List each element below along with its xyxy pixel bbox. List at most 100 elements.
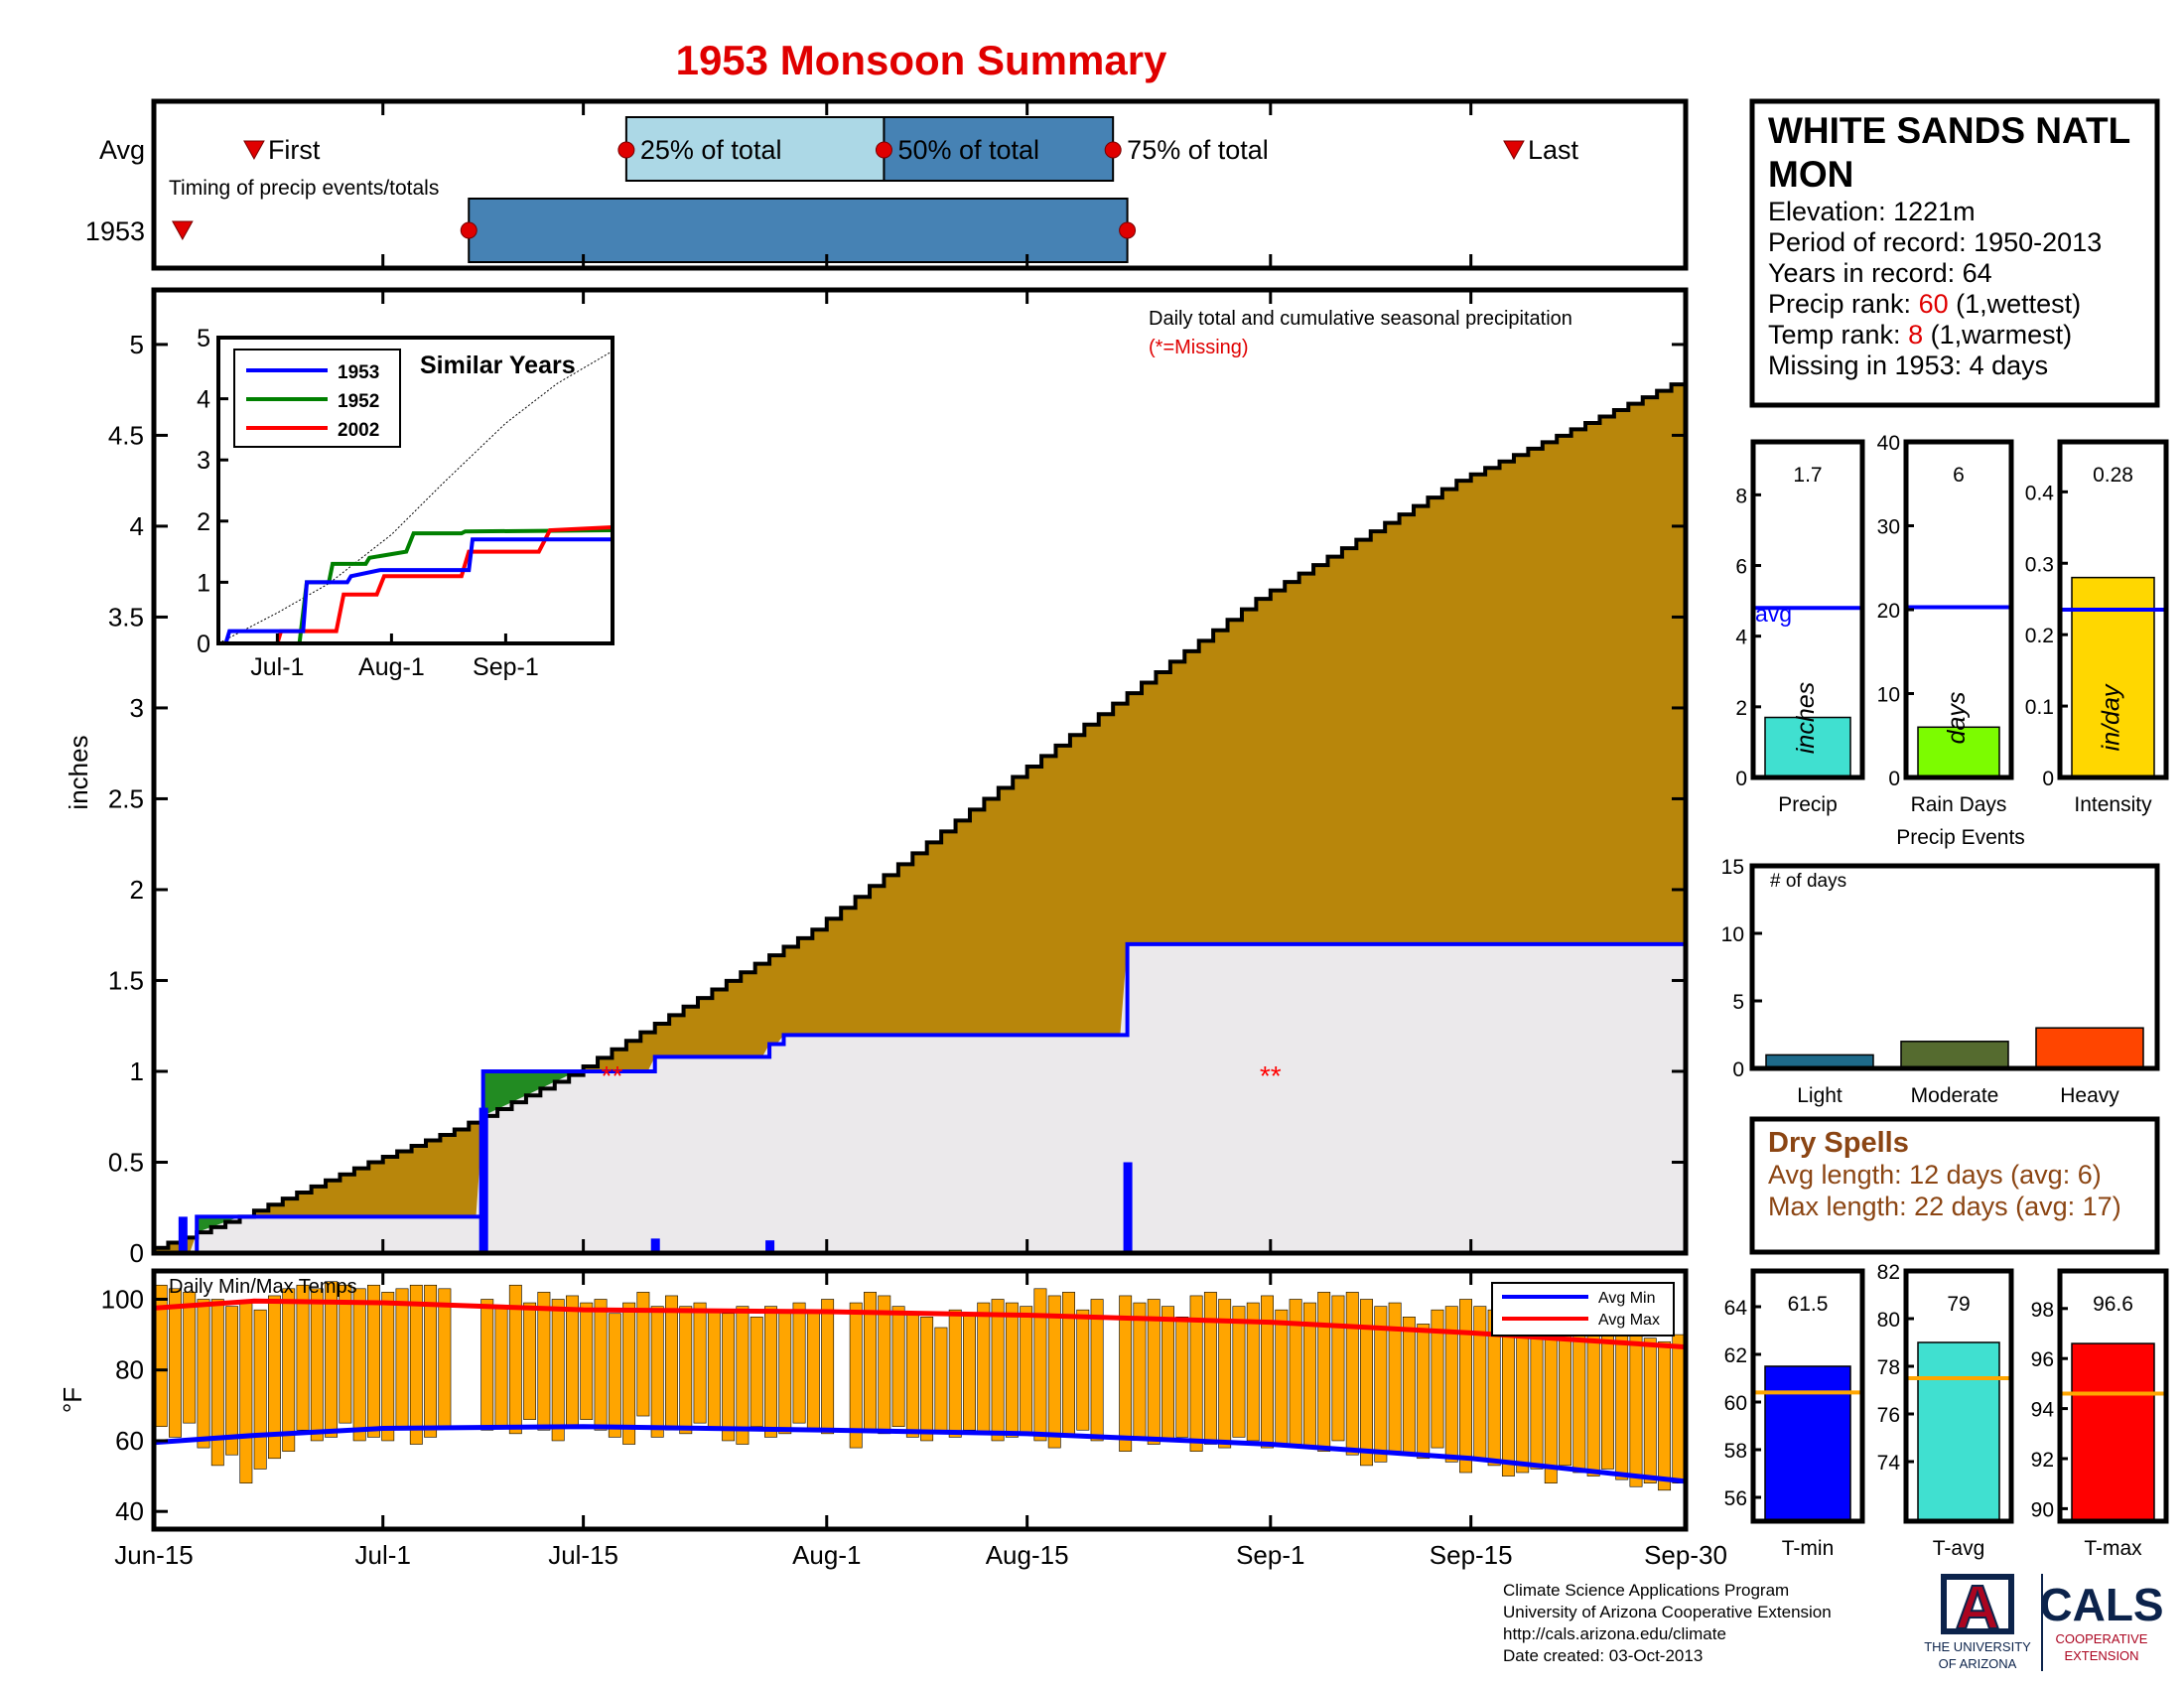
temp-line-avg-max <box>153 1298 1687 1350</box>
temp-daily-bar <box>480 1299 494 1431</box>
temp-daily-bar <box>1133 1302 1147 1438</box>
temp-daily-bar <box>934 1327 948 1435</box>
temp-daily-bar <box>622 1302 636 1445</box>
daily-precip-bar <box>1123 1162 1133 1253</box>
temp-daily-bar <box>707 1309 721 1431</box>
temp-daily-bar <box>636 1292 650 1417</box>
footer-line2: University of Arizona Cooperative Extens… <box>1503 1603 1832 1621</box>
inset-legend: 1953 1952 2002 <box>233 349 401 448</box>
stat-ytick-label: 0 <box>1888 768 1900 790</box>
ua-logo-line1: THE UNIVERSITY <box>1924 1639 2031 1654</box>
stat-ytick-label: 94 <box>2031 1399 2055 1422</box>
temp-daily-bar <box>1544 1317 1558 1483</box>
stat-ytick-label: 60 <box>1724 1392 1747 1415</box>
temp-daily-bar <box>339 1284 352 1424</box>
similar-years-inset: 0 1 2 3 4 5 Jul-1 Aug-1 Sep-1 Similar Years 1953… <box>197 325 614 681</box>
ua-logo-line2: OF ARIZONA <box>1939 1656 2017 1671</box>
first-marker-avg <box>243 140 265 161</box>
stat-value-label: 1.7 <box>1793 464 1822 487</box>
university-of-arizona-logo: A THE UNIVERSITY OF ARIZONA <box>1924 1573 2031 1671</box>
temp-daily-bar <box>650 1306 664 1438</box>
date-xtick-label: Sep-15 <box>1430 1540 1513 1570</box>
temp-daily-bar <box>183 1292 197 1424</box>
stat-unit-label: in/day <box>2098 683 2125 751</box>
temp-daily-bar <box>792 1302 806 1424</box>
date-xtick-label: Jun-15 <box>114 1540 194 1570</box>
precip-ylabel: inches <box>64 735 93 809</box>
inset-ytick-label: 1 <box>197 569 210 597</box>
stat-ytick-label: 0.2 <box>2025 625 2054 647</box>
temp-daily-bar <box>1672 1334 1686 1483</box>
missing-marker: ** <box>602 1060 623 1091</box>
inset-xtick-label: Aug-1 <box>358 653 425 681</box>
legend-label-1952: 1952 <box>338 391 379 412</box>
stat-ytick-label: 0 <box>2042 768 2054 790</box>
stat-value-label: 61.5 <box>1788 1293 1829 1316</box>
inset-ytick-label: 2 <box>197 508 210 536</box>
temp-daily-bar <box>1005 1302 1019 1438</box>
temp-daily-bar <box>310 1288 324 1442</box>
temp-daily-bar <box>352 1288 366 1442</box>
temp-daily-bar <box>282 1288 296 1452</box>
temp-daily-bar <box>1586 1334 1600 1477</box>
temp-daily-bar <box>920 1317 934 1442</box>
stat-ytick-label: 76 <box>1877 1404 1900 1427</box>
precip-ytick-label: 3 <box>130 693 144 723</box>
temp-daily-bar <box>778 1313 792 1435</box>
stat-value-label: 96.6 <box>2093 1293 2133 1316</box>
events-category-label: Light <box>1797 1084 1843 1107</box>
temp-ytick-label: 80 <box>115 1355 144 1385</box>
stat-unit-label: inches <box>1792 682 1820 754</box>
inset-ytick-label: 3 <box>197 447 210 475</box>
year-cumulative-line <box>154 941 1686 1255</box>
temp-daily-bar <box>679 1306 693 1435</box>
precip-ytick-label: 5 <box>130 330 144 359</box>
temp-daily-bar <box>750 1317 763 1428</box>
stat-value-label: 6 <box>1953 464 1965 487</box>
temp-daily-bar <box>1658 1340 1672 1491</box>
legend-label-2002: 2002 <box>338 420 379 441</box>
cals-logo-text: CALS <box>2039 1579 2163 1630</box>
temp-ytick-label: 40 <box>115 1496 144 1526</box>
temp-ytick-label: 60 <box>115 1426 144 1456</box>
q25-marker-avg <box>617 141 635 159</box>
precip-ytick-label: 4.5 <box>108 420 144 450</box>
temp-daily-bar <box>508 1284 522 1435</box>
temp-daily-bar <box>963 1313 976 1431</box>
events-ytick-label: 10 <box>1721 923 1744 946</box>
precip-ytick-label: 1 <box>130 1056 144 1086</box>
precip-ytick-label: 0.5 <box>108 1147 144 1177</box>
temp-daily-bar <box>239 1302 253 1483</box>
stat-ytick-label: 0.3 <box>2025 553 2054 576</box>
stat-ytick-label: 78 <box>1877 1356 1900 1379</box>
stat-ytick-label: 64 <box>1724 1297 1748 1320</box>
footer-line3: http://cals.arizona.edu/climate <box>1503 1624 1726 1643</box>
stat-ytick-label: 98 <box>2031 1299 2054 1322</box>
temp-daily-bar <box>523 1302 537 1420</box>
temp-line-avg-min <box>153 1424 1687 1484</box>
temp-daily-bar <box>1374 1306 1388 1463</box>
stat-ytick-label: 96 <box>2031 1348 2054 1371</box>
stat-ytick-label: 10 <box>1877 684 1900 707</box>
precip-chart: ** ** 0 0.5 1 1.5 2 2.5 3 3.5 4 4.5 5 inches Daily … <box>64 287 1689 1268</box>
temp-daily-bar <box>1062 1292 1075 1435</box>
temp-daily-bar <box>608 1313 621 1438</box>
q75-marker-year <box>1119 221 1137 239</box>
temp-daily-bar <box>764 1306 777 1438</box>
temp-daily-bar <box>991 1299 1005 1442</box>
station-years: Years in record: 64 <box>1768 258 1992 288</box>
temp-daily-bar <box>1218 1299 1232 1449</box>
stat-ytick-label: 6 <box>1735 556 1747 579</box>
temp-daily-bar <box>1331 1295 1345 1442</box>
daily-precip-bar <box>650 1238 660 1253</box>
temp-daily-bar <box>1530 1324 1544 1470</box>
event-bar-heavy <box>2035 1027 2144 1069</box>
temp-daily-bar <box>197 1299 210 1449</box>
temp-daily-bar <box>977 1302 991 1435</box>
temp-daily-bar <box>665 1295 678 1431</box>
temp-daily-bar <box>225 1306 239 1456</box>
average-cumulative-line <box>152 382 1686 1253</box>
temp-daily-bar <box>551 1299 565 1442</box>
timing-row-label-avg: Avg <box>99 135 145 165</box>
stat-ytick-label: 20 <box>1877 600 1900 623</box>
